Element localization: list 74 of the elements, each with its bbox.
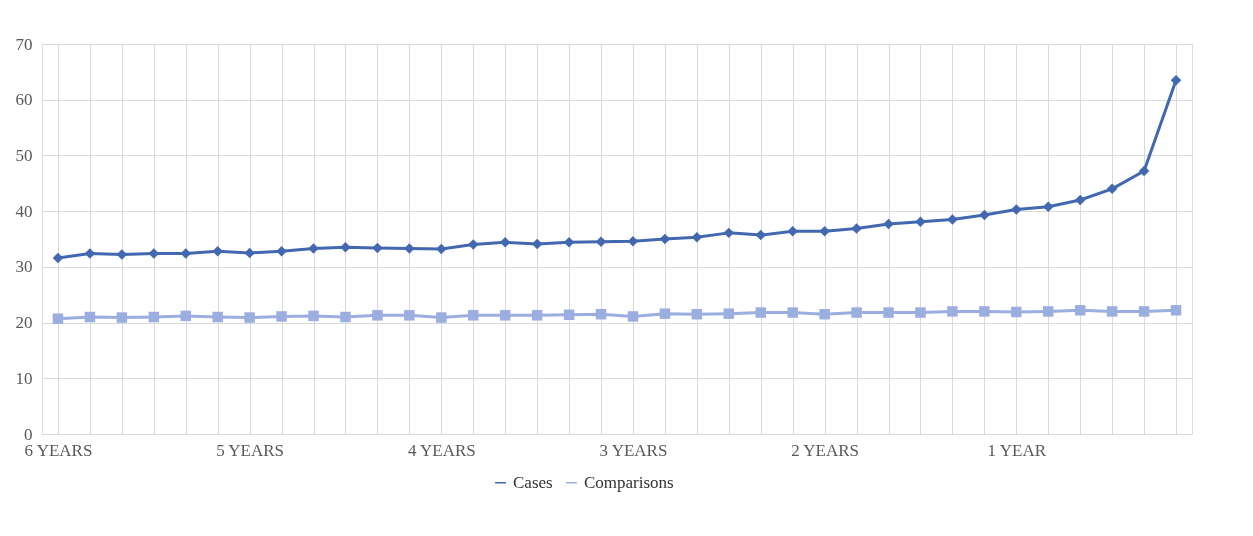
point — [52, 313, 64, 324]
point — [308, 243, 319, 254]
legend-label: Comparisons — [584, 472, 674, 492]
point — [372, 242, 383, 254]
point — [755, 307, 766, 318]
point — [1138, 165, 1150, 177]
point — [468, 310, 479, 321]
y-tick-label: 50 — [15, 145, 33, 165]
point — [979, 209, 990, 221]
point — [1170, 305, 1182, 316]
point — [404, 310, 415, 321]
y-tick-label: 10 — [15, 368, 33, 388]
point — [436, 312, 447, 323]
point — [819, 308, 830, 320]
point — [531, 310, 543, 321]
point — [883, 307, 894, 318]
y-tick-label: 20 — [15, 313, 33, 333]
point — [1074, 305, 1086, 316]
point — [372, 310, 383, 321]
point — [787, 307, 798, 318]
point — [244, 312, 255, 323]
point — [947, 214, 958, 225]
point — [1011, 204, 1022, 215]
point — [851, 223, 862, 234]
point — [755, 229, 766, 241]
point — [915, 216, 926, 227]
point — [468, 239, 479, 250]
x-tick-label: 1 YEAR — [987, 440, 1047, 460]
y-tick-label: 30 — [15, 257, 33, 277]
point — [851, 307, 862, 318]
point — [1106, 183, 1118, 195]
point — [180, 310, 191, 322]
point — [308, 310, 319, 322]
point — [947, 306, 958, 317]
point — [659, 308, 671, 319]
point — [340, 242, 351, 253]
point — [212, 246, 223, 257]
y-tick-label: 60 — [15, 90, 33, 110]
y-tick-label: 70 — [15, 34, 33, 54]
point — [52, 252, 64, 264]
x-tick-label: 4 YEARS — [407, 440, 476, 460]
point — [499, 310, 511, 321]
point — [1106, 306, 1118, 317]
point — [979, 306, 990, 317]
x-tick-label: 5 YEARS — [216, 440, 285, 460]
point — [84, 311, 96, 323]
point — [148, 311, 160, 323]
point — [1043, 306, 1054, 317]
point — [1043, 201, 1054, 212]
point — [1170, 74, 1182, 86]
point — [244, 247, 255, 259]
point — [404, 243, 415, 254]
x-tick-label: 3 YEARS — [599, 440, 668, 460]
point — [116, 312, 128, 323]
point — [819, 225, 830, 237]
point — [436, 243, 447, 255]
point — [563, 309, 575, 321]
point — [691, 308, 703, 320]
point — [627, 311, 639, 322]
point — [276, 246, 287, 257]
point — [276, 311, 287, 322]
point — [1074, 194, 1086, 206]
point — [1011, 306, 1022, 318]
point — [787, 225, 798, 237]
x-tick-label: 2 YEARS — [791, 440, 860, 460]
point — [723, 308, 735, 319]
legend-label: Cases — [513, 472, 553, 492]
point — [1138, 306, 1150, 317]
point — [595, 308, 607, 320]
point — [915, 307, 926, 318]
point — [340, 311, 351, 323]
point — [883, 218, 894, 230]
point — [212, 311, 223, 323]
y-tick-label: 40 — [15, 201, 33, 221]
